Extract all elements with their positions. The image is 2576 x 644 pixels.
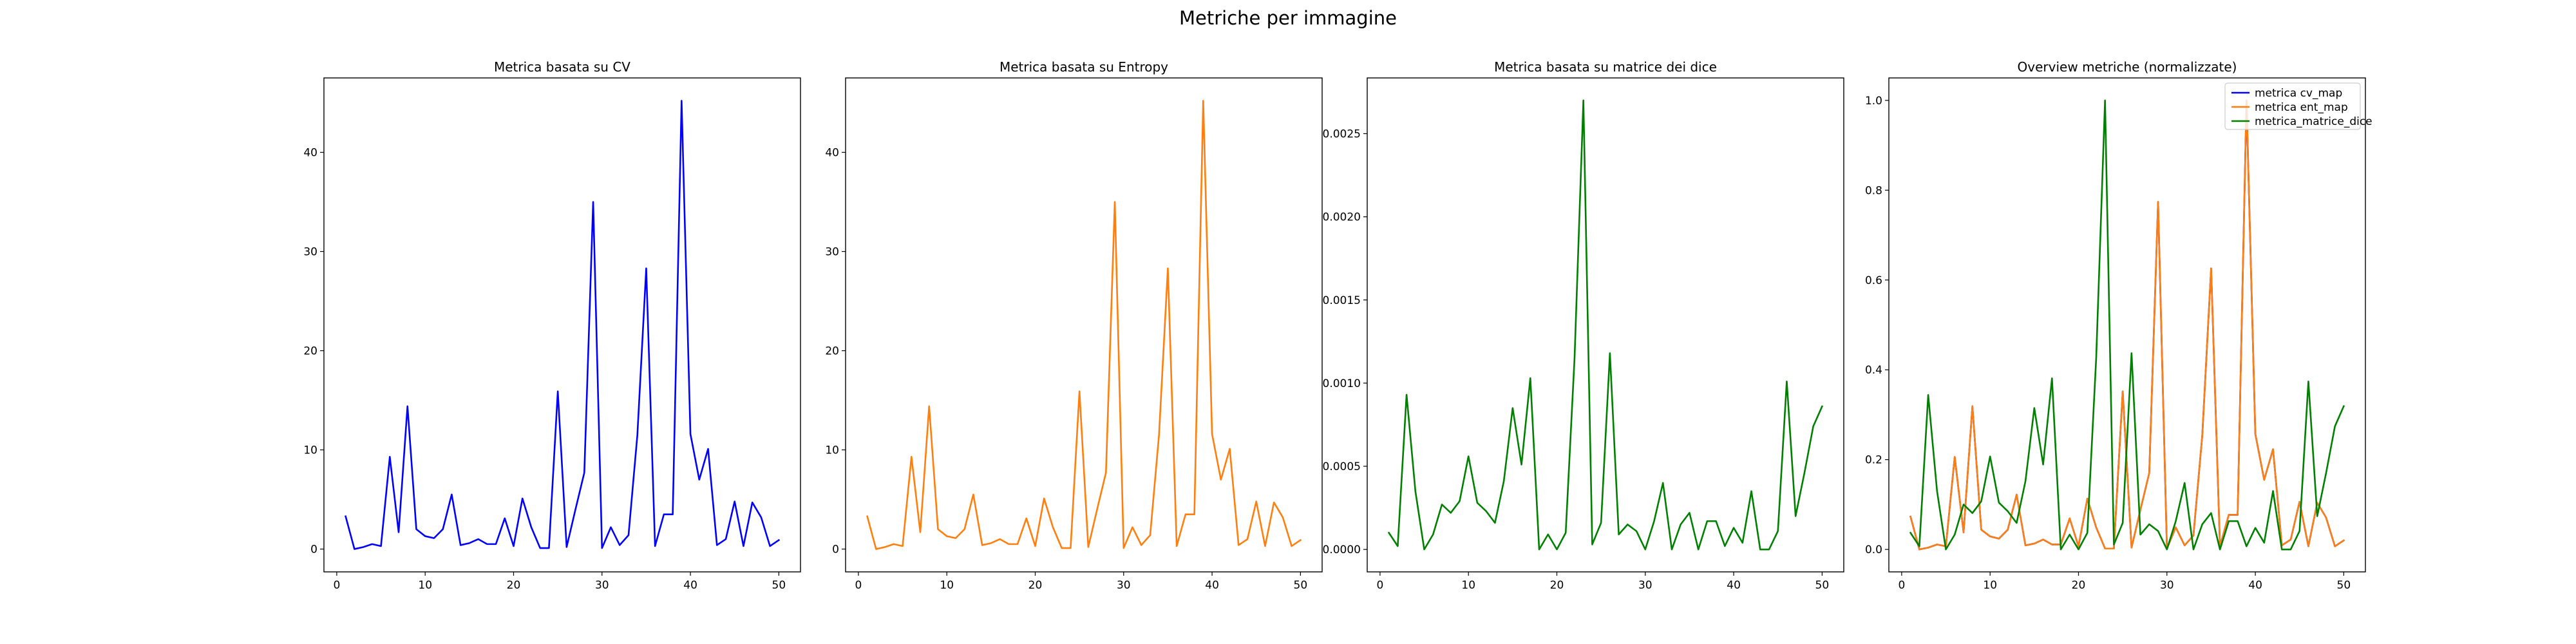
y-tick-label: 0.0025 xyxy=(1323,128,1361,141)
legend-frame xyxy=(2224,82,2361,130)
subplot-4: Overview metriche (normalizzate) 0 10 20 30 4… xyxy=(1865,59,2372,592)
y-tick-label: 20 xyxy=(303,345,317,358)
x-axis-ticks: 0 10 20 30 40 50 xyxy=(1376,572,1829,592)
x-tick-label: 40 xyxy=(2248,579,2262,592)
x-tick-label: 0 xyxy=(1376,579,1383,592)
y-tick-label: 30 xyxy=(303,246,317,259)
subplot-title: Metrica basata su matrice dei dice xyxy=(1494,59,1717,75)
x-tick-label: 30 xyxy=(1638,579,1653,592)
x-tick-label: 20 xyxy=(1550,579,1564,592)
y-tick-label: 0.0000 xyxy=(1323,544,1361,556)
y-tick-label: 0.8 xyxy=(1865,184,1882,197)
x-axis-ticks: 0 10 20 30 40 50 xyxy=(855,572,1307,592)
y-tick-label: 20 xyxy=(825,345,839,358)
y-tick-label: 0.0020 xyxy=(1323,211,1361,224)
figure-title: Metriche per immagine xyxy=(1179,7,1397,29)
subplot-3: Metrica basata su matrice dei dice 0 10 20 3… xyxy=(1323,59,1844,592)
y-tick-label: 40 xyxy=(825,147,839,160)
legend-label: metrica ent_map xyxy=(2255,101,2348,114)
series-line-metrica-matrice-dice xyxy=(1909,99,2345,551)
legend-label: metrica_matrice_dice xyxy=(2255,115,2372,128)
x-tick-label: 40 xyxy=(1727,579,1741,592)
x-tick-label: 50 xyxy=(1294,579,1308,592)
y-tick-label: 0.0010 xyxy=(1323,377,1361,390)
y-tick-label: 0.0005 xyxy=(1323,460,1361,473)
x-tick-label: 0 xyxy=(855,579,862,592)
series-line-series-1 xyxy=(1387,99,1824,551)
x-tick-label: 40 xyxy=(1205,579,1219,592)
y-axis-ticks: 0.0 0.2 0.4 0.6 0.8 1.0 xyxy=(1865,95,1889,556)
subplot-panels: Metrica basata su CV 0 10 20 30 40 50 0 10 20 30 40… xyxy=(303,59,2372,592)
x-tick-label: 20 xyxy=(1028,579,1043,592)
axes-frame xyxy=(323,77,801,573)
axes-frame xyxy=(845,77,1323,573)
x-tick-label: 30 xyxy=(595,579,609,592)
x-tick-label: 50 xyxy=(2337,579,2351,592)
subplot-title: Metrica basata su Entropy xyxy=(999,59,1168,75)
x-tick-label: 10 xyxy=(418,579,432,592)
subplot-1: Metrica basata su CV 0 10 20 30 40 50 0 10 20 30 40 xyxy=(303,59,801,592)
x-tick-label: 10 xyxy=(1983,579,1997,592)
x-tick-label: 0 xyxy=(1898,579,1905,592)
x-axis-ticks: 0 10 20 30 40 50 xyxy=(1898,572,2351,592)
x-tick-label: 0 xyxy=(333,579,340,592)
x-tick-label: 10 xyxy=(940,579,954,592)
y-tick-label: 0 xyxy=(832,544,839,556)
y-tick-label: 40 xyxy=(303,147,317,160)
subplot-2: Metrica basata su Entropy 0 10 20 30 40 50 0 10 2… xyxy=(825,59,1323,592)
y-tick-label: 10 xyxy=(303,444,317,457)
legend-label: metrica cv_map xyxy=(2255,87,2342,100)
y-tick-label: 0.0015 xyxy=(1323,294,1361,307)
x-tick-label: 50 xyxy=(772,579,786,592)
y-axis-ticks: 0.0000 0.0005 0.0010 0.0015 0.0020 0.0025 xyxy=(1323,128,1367,556)
x-tick-label: 20 xyxy=(507,579,521,592)
y-tick-label: 10 xyxy=(825,444,839,457)
series-line-metrica-ent-map xyxy=(1909,99,2345,551)
y-tick-label: 0.6 xyxy=(1865,274,1882,287)
y-tick-label: 0 xyxy=(310,544,317,556)
x-tick-label: 30 xyxy=(1117,579,1131,592)
series-line-series-1 xyxy=(866,100,1302,550)
y-tick-label: 0.0 xyxy=(1865,544,1882,556)
subplot-title: Overview metriche (normalizzate) xyxy=(2018,59,2237,75)
x-tick-label: 10 xyxy=(1461,579,1475,592)
x-tick-label: 50 xyxy=(1815,579,1830,592)
y-tick-label: 30 xyxy=(825,246,839,259)
y-tick-label: 0.2 xyxy=(1865,454,1882,467)
y-axis-ticks: 0 10 20 30 40 xyxy=(303,147,324,556)
x-tick-label: 40 xyxy=(683,579,697,592)
axes-frame xyxy=(1367,77,1844,573)
y-tick-label: 0.4 xyxy=(1865,364,1882,377)
subplot-title: Metrica basata su CV xyxy=(494,59,630,75)
y-tick-label: 1.0 xyxy=(1865,95,1882,108)
x-tick-label: 20 xyxy=(2072,579,2086,592)
x-axis-ticks: 0 10 20 30 40 50 xyxy=(333,572,786,592)
series-line-series-1 xyxy=(345,100,781,550)
axes-frame xyxy=(1888,77,2366,573)
y-axis-ticks: 0 10 20 30 40 xyxy=(825,147,846,556)
x-tick-label: 30 xyxy=(2160,579,2174,592)
